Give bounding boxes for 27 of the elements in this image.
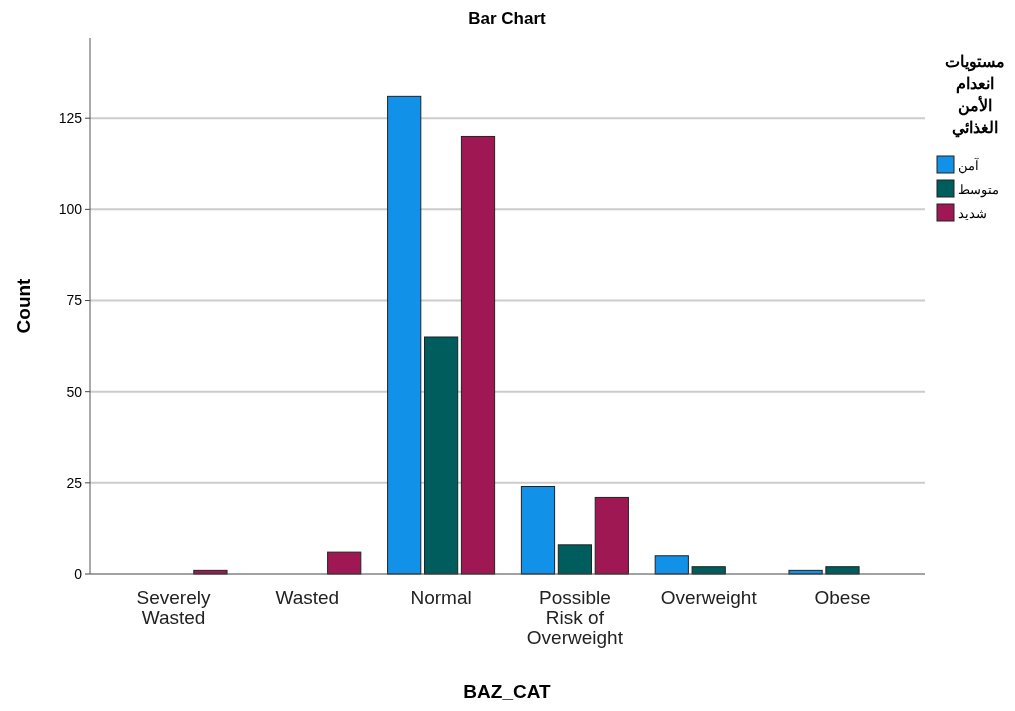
bar	[557, 544, 593, 575]
x-tick-label: Possible Risk of Overweight	[526, 587, 624, 648]
x-tick-label: Obese	[814, 587, 871, 608]
bar	[387, 95, 422, 575]
bar	[520, 485, 556, 575]
bar	[594, 496, 629, 575]
bar	[424, 336, 459, 575]
y-tick-label: 0	[74, 565, 83, 582]
x-tick-label: Severely Wasted	[136, 587, 211, 628]
y-tick-label: 125	[58, 110, 83, 127]
x-axis-title: BAZ_CAT	[463, 681, 552, 702]
legend-label: متوسط	[958, 181, 999, 198]
bar	[460, 135, 496, 575]
y-tick-label: 75	[66, 292, 83, 309]
y-tick-label: 25	[66, 474, 83, 491]
x-tick-label: Normal	[410, 587, 472, 608]
x-tick-label: Overweight	[660, 587, 758, 608]
legend-label: آمن	[958, 156, 980, 174]
legend-title: مستويات انعدام الأمن الغذائي	[945, 53, 1005, 138]
bar	[654, 555, 689, 575]
x-tick-label: Wasted	[275, 587, 340, 608]
y-tick-label: 50	[66, 383, 83, 400]
bar	[327, 551, 362, 575]
legend-label: شديد	[958, 205, 987, 221]
y-tick-label: 100	[58, 201, 83, 218]
chart-title: Bar Chart	[468, 9, 547, 28]
y-axis-title: Count	[13, 277, 34, 334]
